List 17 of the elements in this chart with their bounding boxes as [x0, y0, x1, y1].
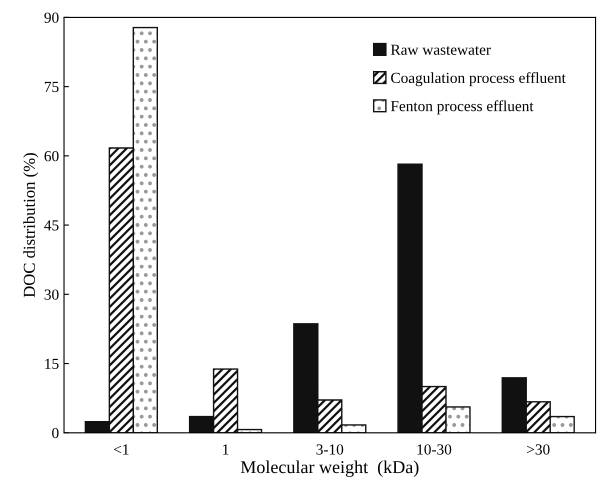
- x-axis-title: Molecular weight (kDa): [240, 460, 418, 477]
- y-tick-label: 75: [44, 82, 59, 92]
- y-tick-label: 45: [44, 220, 59, 231]
- y-tick-label: 90: [44, 12, 59, 23]
- x-tick-label: 1: [223, 444, 228, 454]
- y-tick-label: 60: [44, 150, 59, 162]
- y-tick-label: 30: [44, 289, 59, 300]
- legend-label: Coagulation process effluent: [391, 72, 566, 86]
- y-tick-label: 0: [52, 428, 59, 438]
- y-tick-label: 15: [45, 358, 59, 369]
- legend-label: Fenton process effluent: [390, 100, 534, 114]
- x-tick-label: >30: [527, 444, 550, 455]
- legend-label: Raw wastewater: [390, 44, 491, 55]
- x-tick-label: 3-10: [316, 444, 344, 455]
- x-tick-label: 10-30: [418, 444, 452, 455]
- x-tick-label: <1: [114, 444, 129, 454]
- y-axis-title: DOC distribution (%): [23, 153, 38, 298]
